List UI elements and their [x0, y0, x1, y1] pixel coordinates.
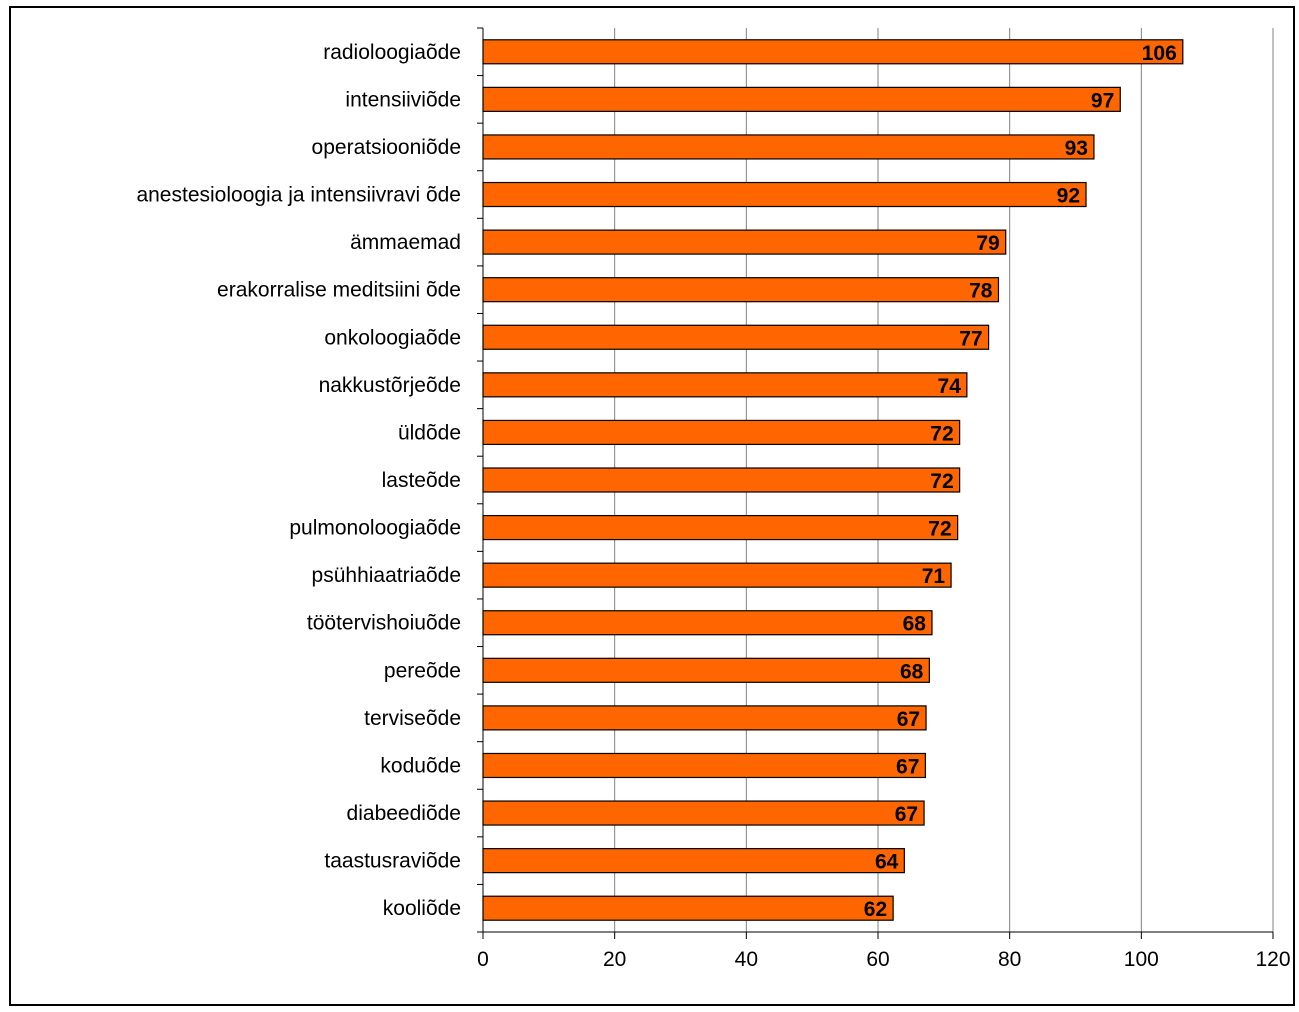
bar [482, 705, 927, 731]
x-tick-label: 40 [735, 948, 758, 971]
axes [477, 27, 1274, 939]
category-label: onkoloogiaõde [324, 326, 461, 349]
category-label: intensiiviõde [345, 88, 461, 111]
data-label: 78 [969, 280, 993, 303]
x-tick-label: 80 [998, 948, 1021, 971]
gridlines [614, 28, 1274, 932]
bar [482, 610, 933, 636]
bar [482, 181, 1087, 208]
data-label: 77 [959, 327, 982, 350]
data-label: 68 [900, 660, 924, 683]
category-label: pereõde [384, 659, 461, 682]
data-label: 68 [903, 613, 927, 636]
bar [482, 134, 1095, 160]
category-label: üldõde [398, 421, 461, 444]
x-tick-label: 60 [866, 948, 889, 971]
data-label: 72 [930, 422, 953, 445]
category-label: nakkustõrjeõde [319, 374, 461, 397]
data-label: 67 [897, 708, 920, 731]
bar [482, 800, 925, 826]
category-label: diabeediõde [347, 802, 461, 825]
x-tick-label: 0 [477, 948, 489, 971]
x-tick-label: 20 [603, 948, 626, 971]
data-label: 79 [976, 232, 999, 255]
category-label: töötervishoiuõde [307, 612, 461, 635]
category-label: koduõde [380, 754, 461, 777]
labels: 0 20 40 60 80 100 120 radioloogiaõde 106 intensii… [136, 41, 1290, 971]
bar [482, 848, 905, 874]
category-label: lasteõde [382, 469, 461, 492]
category-label: operatsiooniõde [312, 136, 461, 159]
category-label: radioloogiaõde [323, 41, 461, 64]
bar [482, 562, 952, 588]
x-tick-label: 100 [1124, 948, 1159, 971]
bar [482, 895, 894, 921]
bar [482, 372, 968, 398]
bar [482, 324, 990, 350]
category-label: psühhiaatriaõde [312, 564, 461, 587]
data-label: 72 [928, 518, 951, 541]
bar [482, 467, 961, 493]
data-label: 74 [938, 375, 962, 398]
data-label: 72 [930, 470, 953, 493]
data-label: 62 [864, 898, 887, 921]
bar [482, 277, 1000, 303]
x-tick-label: 120 [1255, 948, 1290, 971]
category-label: pulmonoloogiaõde [289, 517, 461, 540]
data-label: 106 [1142, 42, 1177, 65]
bar [482, 752, 926, 779]
data-label: 93 [1065, 137, 1088, 160]
category-label: kooliõde [383, 897, 461, 920]
bar [482, 657, 930, 683]
data-label: 92 [1057, 185, 1080, 208]
category-label: terviseõde [364, 707, 461, 730]
category-label: erakorralise meditsiini õde [217, 279, 461, 302]
bar [482, 86, 1121, 112]
bar [482, 419, 961, 446]
data-label: 67 [896, 755, 919, 778]
bar [482, 39, 1184, 65]
bars [482, 39, 1184, 921]
category-label: anestesioloogia ja intensiivravi õde [136, 184, 461, 207]
chart-frame [9, 6, 1295, 1006]
category-label: taastusraviõde [324, 850, 461, 873]
data-label: 71 [922, 565, 946, 588]
bar [482, 514, 959, 541]
data-label: 64 [875, 851, 899, 874]
data-label: 97 [1091, 89, 1114, 112]
bar [482, 229, 1007, 255]
data-label: 67 [895, 803, 918, 826]
category-label: ämmaemad [350, 231, 461, 254]
